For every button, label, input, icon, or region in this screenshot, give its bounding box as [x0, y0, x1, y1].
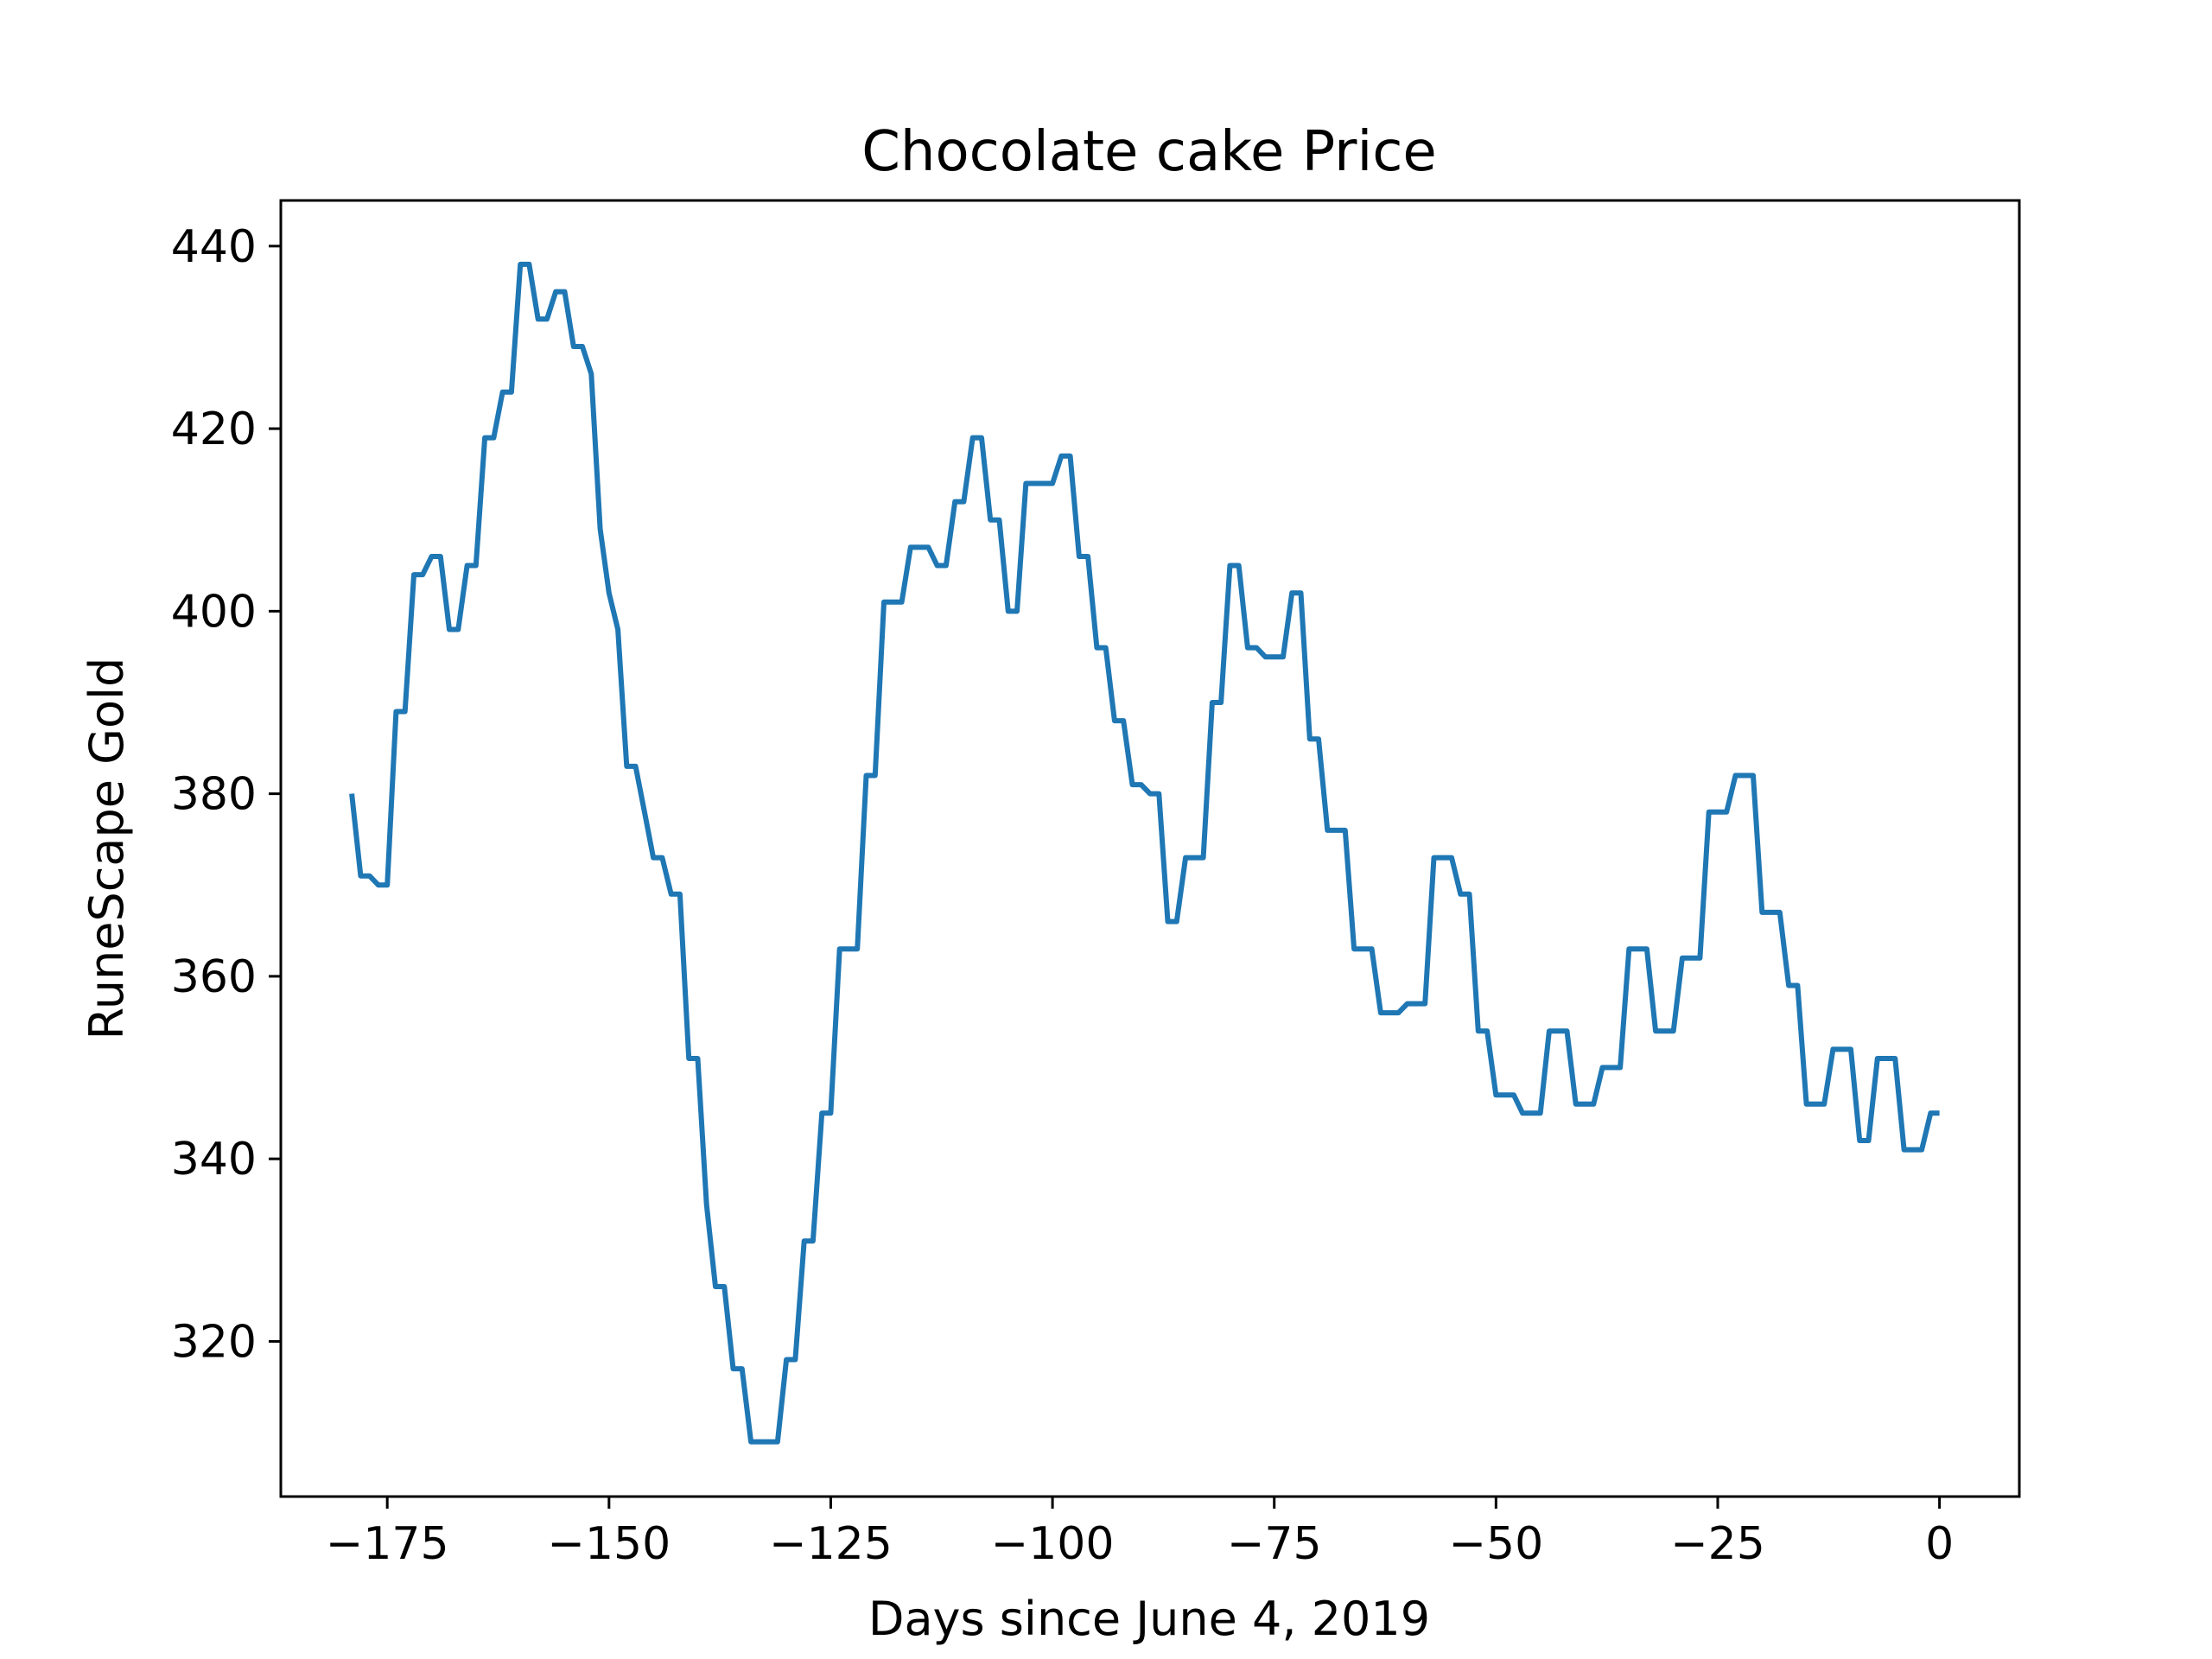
y-tick-label: 360 — [171, 951, 257, 1003]
x-axis-label: Days since June 4, 2019 — [868, 1592, 1430, 1646]
y-tick-label: 340 — [171, 1134, 257, 1185]
plot-area — [349, 261, 1940, 1445]
y-tick-label: 440 — [171, 221, 257, 273]
x-tick-label: −125 — [769, 1518, 893, 1570]
axes-frame — [279, 199, 2021, 1498]
price-series-line — [349, 261, 1940, 1445]
y-tick-label: 400 — [171, 586, 257, 638]
y-tick-label: 420 — [171, 404, 257, 455]
x-tick-label: −150 — [547, 1518, 671, 1570]
x-tick-label: −50 — [1448, 1518, 1543, 1570]
x-tick-label: −25 — [1670, 1518, 1765, 1570]
y-axis-ticks: 320 340 360 380 400 420 440 — [171, 221, 281, 1368]
y-tick-label: 320 — [171, 1316, 257, 1368]
chart-title: Chocolate cake Price — [861, 120, 1437, 184]
x-tick-label: −100 — [991, 1518, 1115, 1570]
y-tick-label: 380 — [171, 769, 257, 821]
x-tick-label: −175 — [326, 1518, 449, 1570]
x-tick-label: −75 — [1227, 1518, 1322, 1570]
x-tick-label: 0 — [1925, 1518, 1954, 1570]
x-axis-ticks: −175 −150 −125 −100 −75 −50 −25 0 — [326, 1497, 1954, 1570]
y-axis-label: RuneScape Gold — [79, 658, 134, 1040]
